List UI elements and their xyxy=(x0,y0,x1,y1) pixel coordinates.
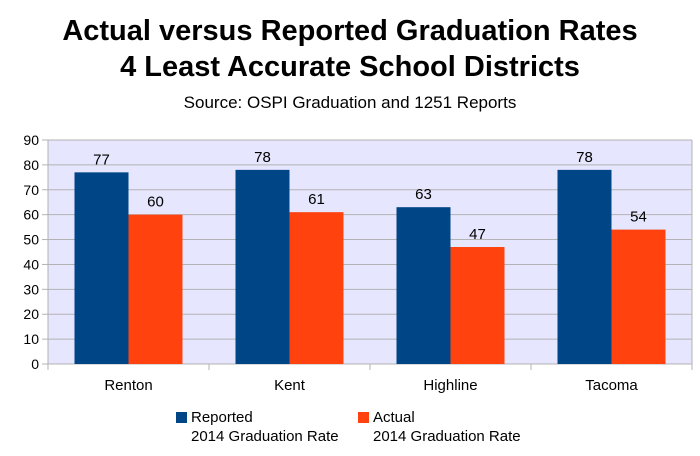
chart-title-line1: Actual versus Reported Graduation Rates xyxy=(62,15,638,47)
bar-tacoma-reported xyxy=(557,169,612,364)
legend-label-actual: Actual xyxy=(373,409,415,426)
bar-highline-reported xyxy=(396,207,451,364)
data-label-highline-reported: 63 xyxy=(415,186,432,203)
legend-sublabel-reported: 2014 Graduation Rate xyxy=(191,428,339,445)
data-label-kent-reported: 78 xyxy=(254,149,271,166)
data-label-tacoma-actual: 54 xyxy=(630,209,647,226)
data-label-renton-actual: 60 xyxy=(147,194,164,211)
bar-renton-reported xyxy=(74,172,129,364)
y-tick-label-10: 10 xyxy=(23,331,39,347)
legend-sublabel-actual: 2014 Graduation Rate xyxy=(373,428,521,445)
chart-subtitle: Source: OSPI Graduation and 1251 Reports xyxy=(183,93,517,112)
y-tick-label-40: 40 xyxy=(23,256,39,272)
legend-swatch-reported xyxy=(176,412,187,423)
y-tick-label-60: 60 xyxy=(23,207,39,223)
bar-highline-actual xyxy=(450,247,505,364)
y-tick-label-90: 90 xyxy=(23,132,39,148)
bar-kent-reported xyxy=(235,169,290,364)
y-tick-label-20: 20 xyxy=(23,306,39,322)
x-tick-label-kent: Kent xyxy=(274,377,306,394)
x-tick-label-renton: Renton xyxy=(104,377,152,394)
chart-title-line2: 4 Least Accurate School Districts xyxy=(120,51,580,83)
legend-swatch-actual xyxy=(358,412,369,423)
y-tick-label-50: 50 xyxy=(23,232,39,248)
x-tick-label-highline: Highline xyxy=(423,377,477,394)
y-tick-label-30: 30 xyxy=(23,281,39,297)
bar-kent-actual xyxy=(289,212,344,364)
bar-tacoma-actual xyxy=(611,229,666,364)
data-label-tacoma-reported: 78 xyxy=(576,149,593,166)
data-label-renton-reported: 77 xyxy=(93,151,110,168)
y-tick-label-80: 80 xyxy=(23,157,39,173)
y-tick-label-0: 0 xyxy=(31,356,39,372)
y-tick-label-70: 70 xyxy=(23,182,39,198)
x-tick-label-tacoma: Tacoma xyxy=(585,377,638,394)
data-label-highline-actual: 47 xyxy=(469,226,486,243)
data-label-kent-actual: 61 xyxy=(308,191,325,208)
bar-renton-actual xyxy=(128,214,183,364)
legend-label-reported: Reported xyxy=(191,409,253,426)
